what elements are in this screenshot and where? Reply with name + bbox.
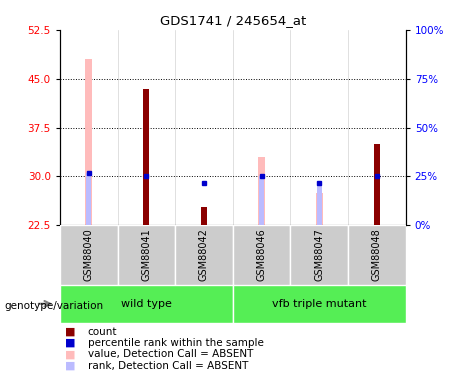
Bar: [317, 183, 321, 225]
Text: genotype/variation: genotype/variation: [5, 301, 104, 310]
Bar: [201, 207, 207, 225]
Text: percentile rank within the sample: percentile rank within the sample: [88, 338, 264, 348]
Bar: [259, 176, 264, 225]
Text: vfb triple mutant: vfb triple mutant: [272, 299, 366, 309]
Bar: [118, 225, 175, 285]
Bar: [86, 173, 91, 225]
Bar: [290, 225, 348, 285]
Text: ■: ■: [65, 327, 75, 337]
Text: GSM88046: GSM88046: [257, 228, 266, 281]
Text: value, Detection Call = ABSENT: value, Detection Call = ABSENT: [88, 350, 253, 359]
Text: GSM88040: GSM88040: [84, 228, 94, 281]
Bar: [60, 285, 233, 322]
Bar: [258, 157, 265, 225]
Bar: [348, 225, 406, 285]
Bar: [143, 88, 149, 225]
Text: ■: ■: [65, 338, 75, 348]
Text: GSM88041: GSM88041: [142, 228, 151, 281]
Bar: [85, 59, 92, 225]
Text: count: count: [88, 327, 117, 337]
Bar: [233, 285, 406, 322]
Text: GSM88042: GSM88042: [199, 228, 209, 281]
Text: GSM88048: GSM88048: [372, 228, 382, 281]
Text: ■: ■: [65, 350, 75, 359]
Text: rank, Detection Call = ABSENT: rank, Detection Call = ABSENT: [88, 361, 248, 370]
Text: GSM88047: GSM88047: [314, 228, 324, 281]
Text: wild type: wild type: [121, 299, 172, 309]
Bar: [374, 144, 380, 225]
Title: GDS1741 / 245654_at: GDS1741 / 245654_at: [160, 15, 306, 27]
Bar: [316, 192, 323, 225]
Bar: [60, 225, 118, 285]
Bar: [233, 225, 290, 285]
Bar: [175, 225, 233, 285]
Text: ■: ■: [65, 361, 75, 370]
